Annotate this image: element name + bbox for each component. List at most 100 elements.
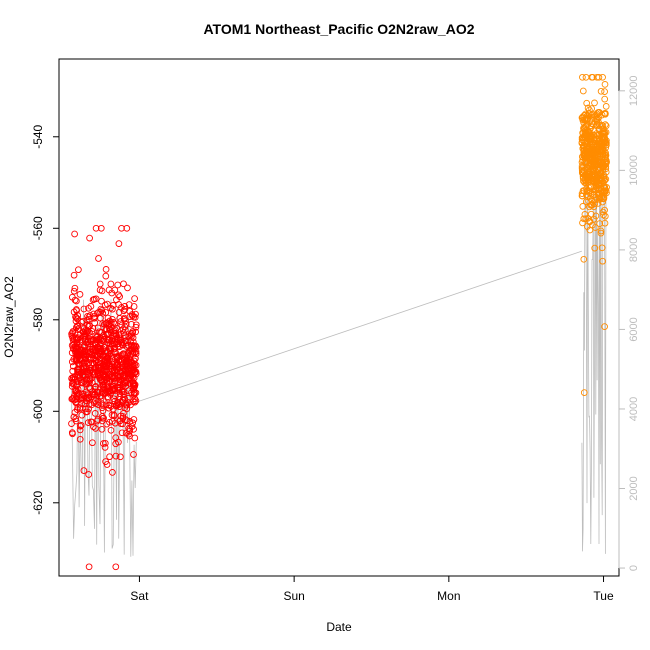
data-point [75,361,83,368]
chart-title: ATOM1 Northeast_Pacific O2N2raw_AO2 [203,21,474,37]
data-point [602,103,610,110]
x-axis-label: Date [326,620,352,634]
data-point [88,328,96,335]
data-point [68,349,76,357]
data-point [589,73,597,81]
data-point [582,131,589,139]
y-axis: -620 -600 -580 -560 -540 [31,124,60,515]
data-point [594,200,602,207]
data-point [69,367,77,375]
x-axis: Sat Sun Mon Tue [130,575,614,603]
data-point [601,219,609,227]
data-point [579,145,587,152]
data-point [83,321,91,329]
data-point [100,370,108,378]
data-point [85,394,93,402]
data-point [121,337,129,345]
data-point [98,425,106,433]
data-point [100,414,107,422]
data-point [121,356,129,363]
data-point [72,415,80,423]
data-point [98,348,106,356]
data-point [104,300,111,308]
data-point [86,376,94,384]
data-point [130,451,137,458]
data-point [90,310,97,318]
data-point [79,317,87,325]
data-point [80,359,87,367]
data-point [578,158,586,166]
data-point [76,372,84,379]
plot-frame [58,58,620,577]
data-point [580,389,588,396]
data-point [108,340,116,348]
data-point [92,344,99,352]
data-point [84,312,91,320]
data-point [602,122,610,130]
data-point [93,417,101,425]
data-point [77,378,85,386]
data-point [594,171,601,178]
data-point [582,129,590,137]
data-point [70,392,78,400]
data-point [111,355,119,363]
data-point [104,330,112,338]
data-point [122,367,129,375]
data-point [124,394,132,402]
data-point [132,328,139,336]
data-point [80,394,88,402]
data-point [597,227,605,235]
data-point [97,224,105,232]
data-point [579,219,586,227]
data-point [72,324,80,331]
data-point [102,309,110,316]
data-point [592,148,599,156]
data-point [112,563,120,571]
data-point [128,363,136,371]
data-point [122,317,129,325]
data-point [103,319,111,326]
data-point [99,407,107,414]
data-point [116,379,124,387]
data-point [107,426,115,434]
data-point [86,366,94,374]
data-point [592,112,599,120]
data-point [126,432,133,440]
data-point [590,131,597,139]
data-point [105,345,113,352]
data-point [76,338,84,346]
data-point [105,380,112,388]
data-point [119,380,127,388]
data-point [116,343,123,351]
data-point [127,330,135,337]
y-tick-label: -620 [31,490,45,514]
data-point [583,133,590,140]
data-point [107,280,115,288]
data-point [73,322,81,330]
data-point [585,155,593,163]
data-point [580,215,588,223]
data-point [589,120,597,128]
data-point [121,305,129,313]
data-point [579,87,587,95]
data-point [76,422,84,430]
data-point [80,333,87,340]
y-tick-label: -600 [31,399,45,423]
data-point [132,323,140,331]
data-point [112,372,119,380]
data-point [98,377,106,385]
data-point [101,444,109,451]
data-point [70,271,78,279]
data-point [94,324,102,332]
data-point [591,244,599,252]
data-point [104,394,112,402]
data-point [132,321,140,329]
data-point [94,358,102,366]
data-point [116,417,124,424]
data-point [76,426,84,434]
data-point [125,375,133,383]
data-point [125,348,133,355]
y-right-tick-label: 4000 [628,397,640,421]
data-point [101,357,109,365]
data-point [589,171,597,178]
